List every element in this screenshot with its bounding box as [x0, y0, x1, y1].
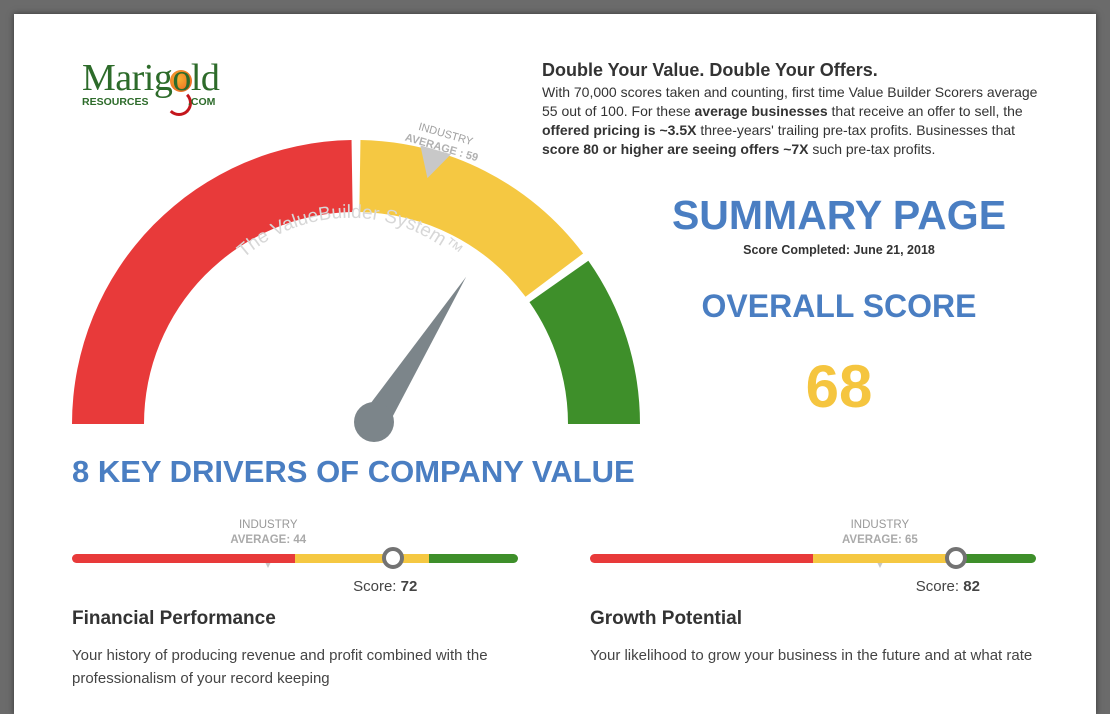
driver-score: Score: 82 — [916, 578, 980, 595]
bar-segment-red — [72, 554, 295, 563]
report-page: Marigold RESOURCES .COM The ValueBuilder… — [14, 14, 1096, 714]
driver-score-value: 82 — [963, 578, 980, 595]
driver-growth-potential: INDUSTRY AVERAGE: 65 Score: 82 Growth Po… — [590, 506, 1040, 706]
driver-score-marker — [944, 547, 967, 569]
intro-text-2: that receive an offer to sell, the — [827, 103, 1023, 119]
overall-score-gauge: The ValueBuilder System™ INDUSTRY AVERAG… — [72, 121, 640, 442]
gauge-industry-marker — [420, 145, 451, 179]
overall-score-title: OVERALL SCORE — [701, 288, 977, 324]
driver-score-marker — [382, 547, 405, 569]
logo-sub-right: .COM — [188, 96, 216, 108]
driver-score-label: Score: — [915, 578, 964, 595]
intro-bold-2: offered pricing is ~3.5X — [542, 122, 697, 138]
driver-industry-title: INDUSTRY — [850, 519, 910, 531]
bar-segment-yellow — [295, 554, 429, 563]
driver-score-bar — [590, 554, 1036, 563]
marigold-logo: Marigold RESOURCES .COM — [82, 56, 242, 136]
intro-bold-3: score 80 or higher are seeing offers ~7X — [542, 141, 809, 157]
driver-description: Your history of producing revenue and pr… — [72, 647, 488, 687]
bar-segment-green — [428, 554, 518, 563]
driver-score-bar — [72, 554, 518, 563]
marigold-g-tail-icon — [166, 90, 192, 116]
driver-name: Financial Performance — [72, 608, 276, 629]
gauge-needle-hub — [354, 402, 394, 442]
driver-industry-label: INDUSTRY AVERAGE: 65 — [830, 518, 930, 548]
driver-industry-title: INDUSTRY — [238, 519, 298, 531]
bar-segment-red — [590, 554, 813, 563]
gauge-segment-green — [529, 260, 640, 424]
drivers-section-title: 8 KEY DRIVERS OF COMPANY VALUE — [72, 454, 635, 489]
driver-industry-label: INDUSTRY AVERAGE: 44 — [218, 518, 318, 548]
intro-text-3: three-years' trailing pre-tax profits. B… — [696, 122, 1016, 138]
logo-wordmark: Marigold — [82, 57, 220, 99]
gauge-segment-yellow — [359, 140, 584, 297]
gauge-segment-red — [72, 140, 353, 424]
driver-description: Your likelihood to grow your business in… — [590, 647, 1033, 664]
score-completed-date: Score Completed: June 21, 2018 — [743, 243, 935, 257]
intro-heading: Double Your Value. Double Your Offers. — [542, 60, 878, 80]
intro-bold-1: average businesses — [694, 103, 828, 119]
driver-financial-performance: INDUSTRY AVERAGE: 44 Score: 72 Financial… — [72, 506, 522, 706]
overall-score-value: 68 — [805, 353, 873, 420]
intro-paragraph: With 70,000 scores taken and counting, f… — [542, 83, 1042, 159]
intro-text-1: With 70,000 scores taken and counting, f… — [542, 84, 1038, 119]
driver-industry-average: AVERAGE: 65 — [841, 534, 918, 546]
summary-page-title: SUMMARY PAGE — [671, 192, 1007, 238]
bar-segment-green — [946, 554, 1036, 563]
driver-score-value: 72 — [400, 578, 418, 595]
driver-industry-average: AVERAGE: 44 — [230, 534, 307, 546]
driver-score-label: Score: — [353, 578, 401, 595]
intro-text-4: such pre-tax profits. — [808, 141, 936, 157]
driver-score: Score: 72 — [353, 578, 417, 595]
driver-name: Growth Potential — [590, 608, 742, 629]
gauge-needle — [362, 276, 467, 430]
marigold-flower-icon — [170, 70, 192, 92]
intro-text-block: Double Your Value. Double Your Offers. W… — [542, 60, 1042, 159]
logo-sub-left: RESOURCES — [82, 96, 149, 108]
bar-segment-yellow — [813, 554, 947, 563]
